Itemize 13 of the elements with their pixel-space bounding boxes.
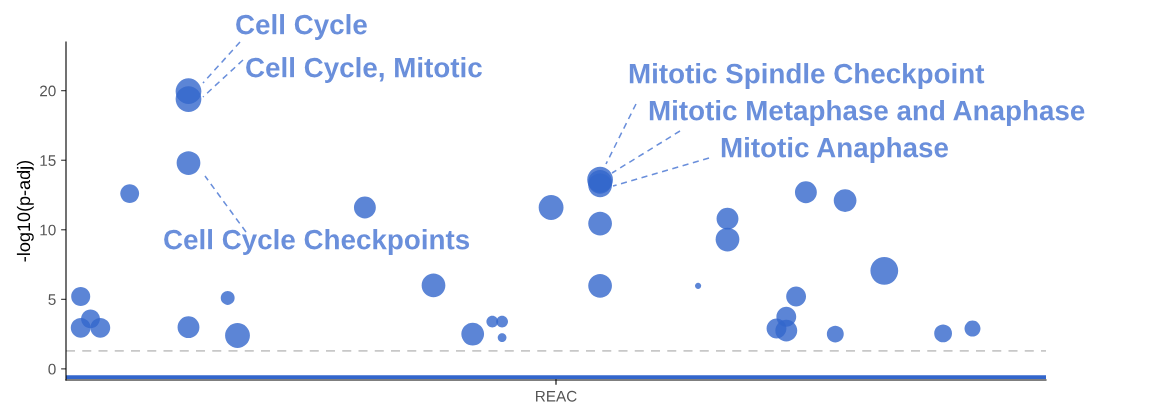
- y-tick-label: 15: [40, 155, 56, 166]
- y-axis-title: -log10(p-adj): [16, 160, 34, 262]
- annotation: Mitotic Spindle Checkpoint: [629, 63, 985, 89]
- annotation: Cell Cycle Checkpoints: [164, 229, 470, 255]
- annotation: Mitotic Metaphase and Anaphase: [649, 100, 1085, 126]
- annotation: Cell Cycle, Mitotic: [246, 57, 482, 83]
- text: Cell Cycle: [236, 14, 367, 40]
- y-tick-label: 5: [48, 294, 56, 306]
- y-tick-label: 10: [40, 224, 56, 236]
- y-tick-label: 20: [40, 85, 56, 97]
- annotation: Mitotic Anaphase: [721, 137, 948, 163]
- y-tick-label: 0: [48, 363, 56, 375]
- x-axis-title: REAC: [536, 390, 577, 402]
